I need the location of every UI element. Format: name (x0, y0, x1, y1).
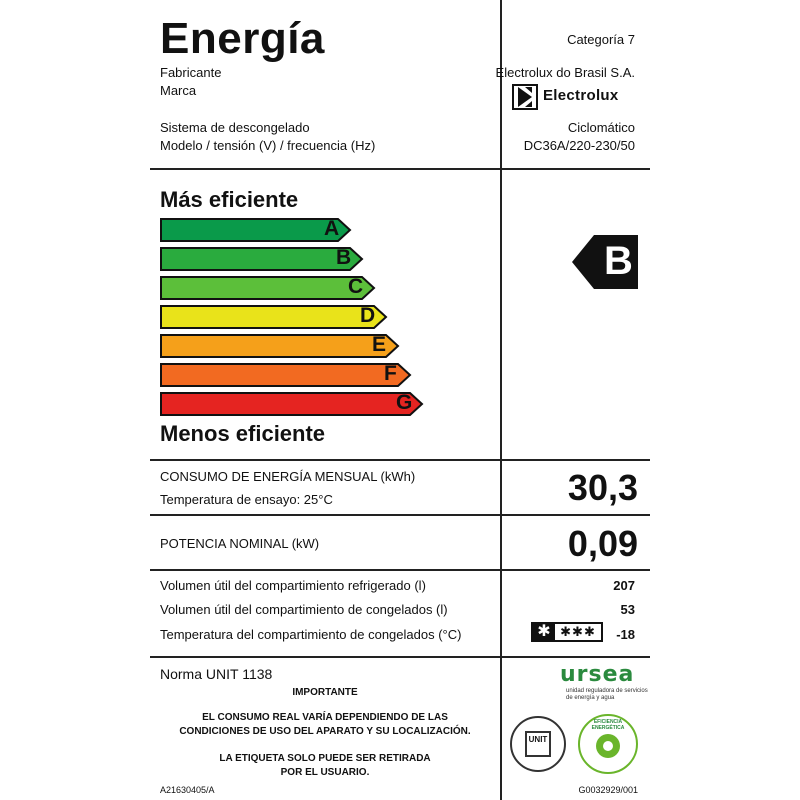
efficiency-bar-f: F (160, 362, 412, 387)
efficiency-bar-a: A (160, 217, 352, 242)
frozen-volume-label: Volumen útil del compartimiento de conge… (160, 602, 448, 617)
energy-efficiency-seal-text: EFICIENCIA ENERGÉTICA (591, 719, 625, 731)
notice-consumption-line1: EL CONSUMO REAL VARÍA DEPENDIENDO DE LAS (202, 712, 448, 723)
unit-seal: UNIT (510, 716, 566, 772)
refrigerated-volume-value: 207 (613, 578, 635, 593)
category-label: Categoría 7 (567, 32, 635, 47)
consumption-value: 30,3 (567, 467, 638, 508)
notice-consumption-line2: CONDICIONES DE USO DEL APARATO Y SU LOCA… (179, 726, 471, 737)
manufacturer-label: Fabricante (160, 65, 222, 80)
efficiency-bar-shape-e (160, 334, 400, 358)
vertical-divider (500, 0, 502, 800)
efficiency-bar-g: G (160, 391, 424, 416)
efficiency-bar-shape-g (160, 392, 424, 416)
efficiency-bar-c: C (160, 275, 376, 300)
rating-letter: B (604, 239, 633, 283)
divider-power (150, 569, 650, 571)
efficiency-bar-shape-b (160, 247, 364, 271)
efficiency-bar-shape-d (160, 305, 388, 329)
efficiency-bar-letter: E (372, 333, 387, 356)
ursea-logo: ursea (560, 662, 635, 687)
freezer-temp-label: Temperatura del compartimiento de congel… (160, 627, 462, 642)
manufacturer-value: Electrolux do Brasil S.A. (495, 65, 635, 80)
consumption-label: CONSUMO DE ENERGÍA MENSUAL (kWh) (160, 469, 416, 484)
freezer-temp-value: -18 (616, 627, 635, 642)
energy-efficiency-seal-icon (596, 734, 620, 758)
frozen-volume-value: 53 (620, 602, 635, 617)
efficiency-bar-shape-c (160, 276, 376, 300)
efficiency-bar-letter: A (324, 217, 340, 240)
power-label: POTENCIA NOMINAL (kW) (160, 536, 320, 551)
energy-efficiency-seal: EFICIENCIA ENERGÉTICA (578, 714, 638, 774)
important-heading: IMPORTANTE (292, 687, 358, 698)
notice-removal-line1: LA ETIQUETA SOLO PUEDE SER RETIRADA (219, 753, 431, 764)
model-label: Modelo / tensión (V) / frecuencia (Hz) (160, 138, 376, 153)
ursea-subtitle-line2: de energía y agua (566, 695, 615, 701)
model-value: DC36A/220-230/50 (523, 138, 635, 153)
efficiency-bar-letter: F (384, 362, 397, 385)
efficiency-bar-shape-a (160, 218, 352, 242)
brand-logo: Electrolux (512, 84, 637, 110)
divider-volumes (150, 656, 650, 658)
snowflake-icon: ✱ (533, 624, 555, 640)
efficiency-bar-letter: C (348, 275, 364, 298)
brand-value: Electrolux (543, 87, 619, 104)
efficiency-bar-letter: D (360, 304, 376, 327)
norm-label: Norma UNIT 1138 (160, 666, 273, 682)
divider-header (150, 168, 650, 170)
divider-efficiency (150, 459, 650, 461)
most-efficient-label: Más eficiente (160, 187, 299, 212)
consumption-sub-label: Temperatura de ensayo: 25°C (160, 492, 333, 507)
freezer-star-rating: ✱ ✱✱✱ (531, 622, 603, 642)
refrigerated-volume-label: Volumen útil del compartimiento refriger… (160, 578, 426, 593)
efficiency-bar-shape-f (160, 363, 412, 387)
power-value: 0,09 (567, 523, 638, 564)
defrost-value: Ciclomático (567, 120, 635, 135)
code-left: A21630405/A (160, 785, 215, 795)
defrost-label: Sistema de descongelado (160, 120, 310, 135)
rating-arrow (572, 235, 638, 289)
notice-removal-line2: POR EL USUARIO. (280, 767, 370, 778)
efficiency-bar-e: E (160, 333, 400, 358)
code-right: G0032929/001 (578, 785, 638, 795)
electrolux-logo-icon (512, 84, 538, 110)
unit-seal-text: UNIT (525, 731, 551, 757)
efficiency-bar-letter: G (396, 391, 413, 414)
brand-label: Marca (160, 83, 197, 98)
efficiency-bar-letter: B (336, 246, 352, 269)
efficiency-bar-d: D (160, 304, 388, 329)
star-rating-stars: ✱✱✱ (560, 624, 596, 639)
ursea-subtitle-line1: unidad reguladora de servicios (566, 688, 648, 694)
efficiency-bar-b: B (160, 246, 364, 271)
page-title: Energía (160, 14, 325, 63)
least-efficient-label: Menos eficiente (160, 421, 326, 446)
divider-consumption (150, 514, 650, 516)
